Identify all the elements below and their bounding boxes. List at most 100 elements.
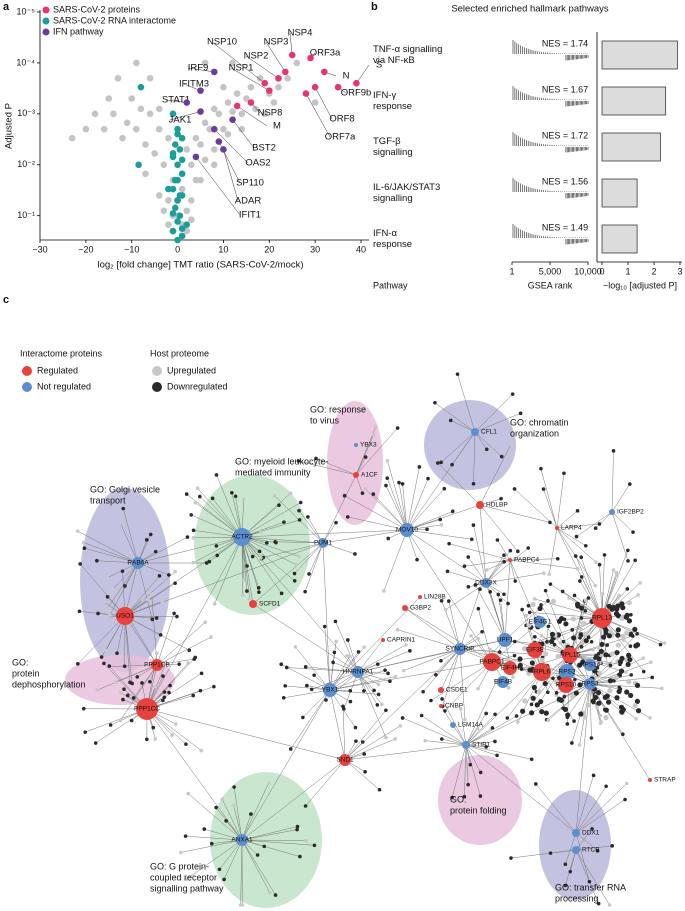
host-protein (209, 635, 213, 639)
host-protein (546, 624, 551, 629)
host-protein (145, 737, 149, 742)
background-point (220, 83, 227, 91)
point-label: NSP1 (229, 63, 254, 74)
host-protein (121, 697, 125, 702)
host-protein (488, 589, 492, 594)
host-protein (385, 458, 390, 463)
host-protein (605, 643, 610, 647)
node-label: HDLBP (486, 502, 508, 509)
host-protein (538, 699, 544, 705)
host-protein (495, 753, 499, 758)
host-protein (480, 629, 484, 634)
edge (550, 583, 603, 619)
host-protein (625, 652, 632, 658)
go-cluster (438, 755, 522, 845)
interactome-node (497, 676, 509, 688)
edge (402, 717, 467, 746)
leader-line (214, 129, 249, 164)
host-protein (593, 583, 598, 588)
node-label: RPS10 (556, 682, 577, 689)
host-protein (605, 661, 610, 666)
edge (589, 683, 601, 724)
background-point (206, 125, 213, 133)
host-protein (333, 619, 338, 624)
edge (197, 488, 243, 538)
host-protein (363, 455, 368, 459)
edge (322, 529, 408, 544)
host-protein (591, 647, 595, 652)
host-protein (397, 480, 401, 485)
host-protein (425, 527, 429, 532)
host-protein (118, 521, 123, 525)
host-protein (273, 539, 277, 544)
host-protein (587, 879, 592, 884)
edge (404, 607, 461, 650)
host-protein (596, 901, 601, 906)
data-point (247, 99, 255, 106)
edge (575, 828, 593, 851)
host-protein (447, 541, 451, 546)
host-protein (593, 526, 598, 530)
enrichment-trace (512, 178, 589, 199)
host-protein (303, 804, 308, 808)
host-protein (532, 597, 537, 601)
category-label: IL-6/JAK/STAT3 (373, 182, 440, 193)
enrichment-trace (512, 132, 589, 153)
host-protein (401, 668, 406, 673)
legend-marker (22, 382, 32, 392)
background-point (133, 125, 140, 133)
host-protein (214, 805, 218, 810)
node-label: CAPRIN1 (387, 637, 416, 644)
host-protein (562, 471, 566, 476)
host-protein (580, 620, 587, 626)
background-point (165, 197, 172, 204)
host-protein (582, 631, 588, 637)
node-label: USO1 (116, 613, 134, 620)
edge (365, 488, 408, 531)
node-label: RPL6 (534, 669, 551, 676)
host-protein (301, 715, 305, 720)
edge (569, 597, 589, 656)
background-point (155, 105, 163, 113)
y-tick-label: 10⁻¹ (17, 210, 35, 220)
data-point (261, 79, 269, 87)
host-protein (502, 592, 506, 597)
edge (550, 849, 577, 854)
point-label: M (273, 121, 281, 132)
go-term-label: processing (555, 893, 599, 903)
host-protein (191, 693, 196, 698)
edge (437, 462, 481, 506)
edge (575, 849, 599, 904)
host-protein (550, 598, 557, 604)
edge (329, 669, 386, 691)
host-protein (570, 741, 574, 745)
edge (324, 626, 331, 691)
data-point (220, 146, 227, 153)
edge (403, 648, 461, 671)
host-protein (438, 517, 443, 522)
host-protein (440, 697, 444, 701)
data-point (275, 74, 282, 82)
host-protein (199, 748, 204, 753)
edge (459, 648, 500, 653)
point-label: SP110 (236, 178, 264, 189)
host-protein (579, 575, 584, 579)
edge (322, 474, 357, 544)
edge (442, 648, 461, 707)
edge (534, 598, 603, 619)
host-protein (517, 656, 523, 662)
interactome-node (132, 557, 144, 569)
edge (485, 547, 529, 584)
host-protein (110, 587, 115, 592)
host-protein (450, 795, 454, 800)
host-protein (563, 862, 568, 867)
category-label: via NF-κB (373, 55, 415, 66)
panel-label: c (3, 294, 9, 306)
edge (241, 759, 346, 841)
edge (479, 504, 518, 552)
edge (241, 839, 276, 896)
edge (397, 629, 461, 650)
go-term-label: dephosphorylation (12, 679, 86, 689)
host-protein (408, 649, 412, 653)
host-protein (445, 569, 450, 574)
